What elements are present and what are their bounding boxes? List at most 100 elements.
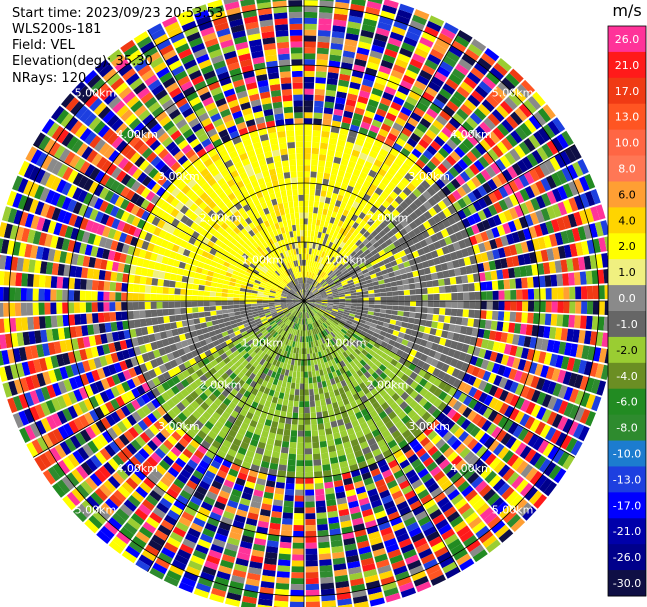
velocity-gate	[305, 560, 318, 567]
velocity-gate	[532, 276, 540, 288]
velocity-gate	[368, 349, 376, 357]
velocity-gate	[312, 453, 321, 461]
velocity-gate	[306, 242, 310, 249]
velocity-gate	[354, 314, 361, 319]
velocity-gate	[299, 389, 304, 396]
velocity-gate	[441, 330, 449, 339]
velocity-gate	[420, 313, 428, 320]
velocity-gate	[541, 394, 552, 408]
velocity-gate	[327, 326, 334, 332]
velocity-gate	[543, 481, 557, 497]
velocity-gate	[297, 436, 304, 443]
velocity-gate	[438, 286, 446, 294]
velocity-gate	[426, 160, 437, 171]
velocity-gate	[455, 276, 463, 285]
velocity-gate	[309, 302, 316, 306]
velocity-gate	[429, 171, 440, 182]
velocity-gate	[85, 290, 92, 301]
velocity-gate	[250, 301, 257, 304]
velocity-gate	[320, 316, 326, 322]
velocity-gate	[319, 308, 326, 312]
velocity-gate	[443, 383, 453, 394]
velocity-gate	[299, 395, 304, 402]
velocity-gate	[309, 302, 316, 305]
velocity-gate	[391, 310, 398, 316]
velocity-gate	[502, 366, 512, 378]
velocity-gate	[308, 377, 313, 384]
velocity-gate	[446, 467, 458, 479]
velocity-gate	[328, 204, 335, 212]
velocity-gate	[352, 168, 361, 177]
velocity-gate	[588, 223, 598, 238]
velocity-gates	[0, 0, 617, 607]
velocity-gate	[305, 289, 307, 296]
velocity-gate	[307, 291, 311, 297]
velocity-gate	[368, 304, 375, 308]
velocity-gate	[312, 218, 317, 226]
velocity-gate	[467, 398, 478, 410]
velocity-gate	[579, 375, 589, 391]
velocity-gate	[234, 311, 241, 316]
velocity-gate	[430, 76, 445, 88]
velocity-gate	[345, 298, 352, 301]
velocity-gate	[371, 364, 379, 372]
velocity-gate	[494, 158, 507, 172]
velocity-gate	[162, 301, 169, 309]
velocity-gate	[351, 322, 358, 328]
velocity-gate	[245, 304, 252, 308]
velocity-gate	[306, 277, 309, 284]
velocity-gate	[411, 357, 420, 366]
velocity-gate	[414, 47, 429, 59]
velocity-gate	[289, 441, 297, 449]
velocity-gate	[308, 254, 312, 261]
velocity-gate	[192, 307, 199, 313]
velocity-gate	[354, 282, 361, 287]
velocity-gate	[309, 260, 313, 267]
velocity-gate	[421, 31, 437, 43]
velocity-gate	[513, 266, 521, 278]
velocity-gate	[491, 310, 499, 321]
velocity-gate	[347, 257, 355, 264]
velocity-gate	[538, 458, 552, 473]
velocity-gate	[443, 315, 451, 324]
velocity-gate	[317, 286, 324, 291]
velocity-gate	[450, 284, 458, 293]
velocity-gate	[460, 325, 468, 335]
velocity-gate	[73, 290, 81, 301]
velocity-gate	[537, 127, 551, 143]
velocity-gate	[294, 389, 300, 396]
velocity-gate	[418, 325, 426, 333]
velocity-gate	[393, 270, 401, 276]
velocity-gate	[401, 127, 413, 138]
velocity-gate	[319, 148, 328, 156]
velocity-gate	[514, 144, 526, 159]
velocity-gate	[299, 401, 304, 408]
velocity-gate	[488, 384, 499, 397]
velocity-gate	[308, 200, 314, 208]
velocity-gate	[284, 387, 291, 395]
velocity-gate	[116, 321, 124, 331]
velocity-gate	[311, 424, 318, 431]
velocity-gate	[380, 301, 387, 305]
velocity-gate	[203, 306, 211, 312]
velocity-gate	[425, 415, 436, 426]
velocity-gate	[520, 463, 534, 478]
velocity-gate	[359, 219, 367, 228]
velocity-gate	[312, 124, 322, 131]
velocity-gate	[356, 259, 364, 266]
velocity-gate	[280, 446, 289, 454]
velocity-gate	[540, 207, 551, 222]
velocity-gate	[309, 297, 316, 300]
velocity-gate	[421, 294, 428, 301]
velocity-gate	[365, 317, 373, 323]
velocity-gate	[355, 138, 365, 147]
velocity-gate	[305, 465, 313, 473]
velocity-gate	[370, 213, 379, 222]
velocity-gate	[346, 27, 360, 36]
velocity-gate	[337, 311, 344, 316]
velocity-gate	[430, 342, 439, 351]
velocity-gate	[357, 41, 372, 50]
velocity-gate	[568, 181, 579, 196]
velocity-gate	[304, 124, 313, 131]
velocity-gate	[390, 334, 398, 342]
